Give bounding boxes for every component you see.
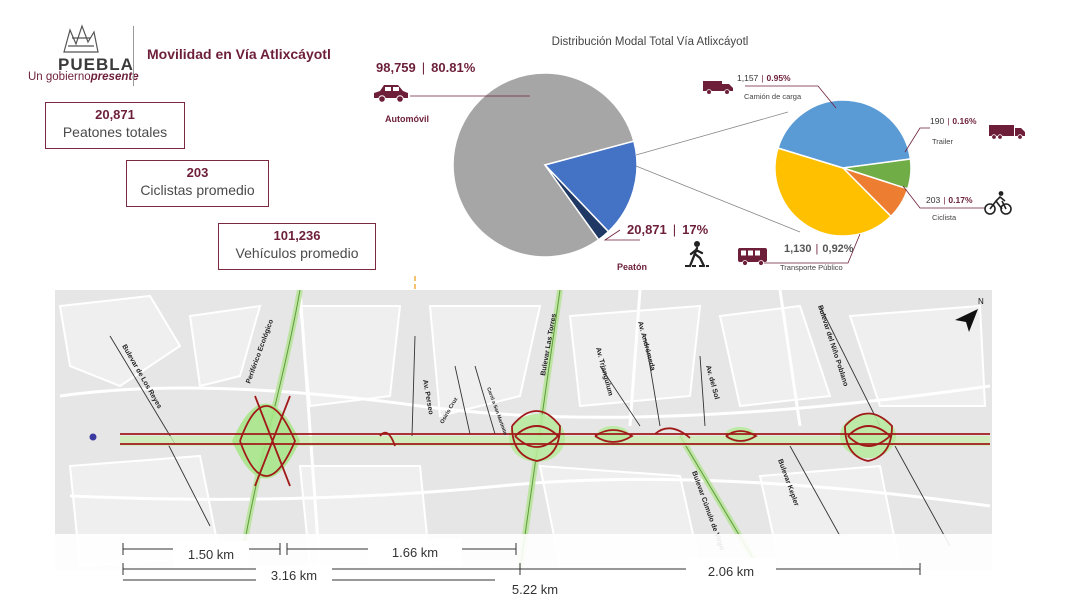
main-pie-slice-otros xyxy=(544,164,610,241)
automovil-label: Automóvil xyxy=(385,114,429,124)
leader-transporte xyxy=(760,233,861,264)
stat-cyclists-box: 203 Ciclistas promedio xyxy=(126,160,269,207)
route-start-marker xyxy=(89,433,97,441)
trailer-label: Trailer xyxy=(932,137,953,146)
page-title: Movilidad en Vía Atlixcáyotl xyxy=(147,46,331,62)
distance-label-1: 1.50 km xyxy=(173,541,249,568)
stat-pedestrians-value: 20,871 xyxy=(95,107,135,122)
camion-values: 1,157 | 0.95% xyxy=(737,73,791,83)
stat-cyclists-value: 203 xyxy=(186,165,209,180)
logo-tagline: Un gobiernopresente xyxy=(28,71,139,83)
stat-pedestrians-box: 20,871 Peatones totales xyxy=(45,102,185,149)
camion-label: Camión de carga xyxy=(744,92,802,101)
north-arrow-icon xyxy=(955,309,978,332)
distance-label-3: 3.16 km xyxy=(256,565,332,587)
stat-vehicles-box: 101,236 Vehículos promedio xyxy=(218,223,376,270)
main-pie-slice-peaton xyxy=(543,140,638,233)
stat-cyclists-label: Ciclistas promedio xyxy=(140,182,255,198)
leader-ciclista xyxy=(902,185,985,209)
detail-pie-slice-camion-de-carga xyxy=(777,99,912,169)
header-divider xyxy=(133,26,134,86)
bus-icon xyxy=(738,248,767,266)
peaton-label: Peatón xyxy=(617,262,648,272)
car-icon xyxy=(374,85,408,103)
leader-camion xyxy=(745,85,837,109)
bicycle-icon xyxy=(984,191,1012,215)
ciclista-values: 203 | 0.17% xyxy=(926,195,973,205)
transporte-values: 1,130 | 0,92% xyxy=(784,243,854,255)
distance-label-5: 2.06 km xyxy=(686,558,776,585)
truck-icon xyxy=(703,81,733,95)
stat-vehicles-value: 101,236 xyxy=(273,228,321,243)
leader-peaton xyxy=(603,229,640,241)
peaton-values: 20,871 | 17% xyxy=(627,222,709,237)
detail-pie-slice-transporte-publico xyxy=(774,147,892,237)
stat-pedestrians-label: Peatones totales xyxy=(62,124,168,140)
distance-label-4: 5.22 km xyxy=(495,579,575,601)
chart-title: Distribución Modal Total Vía Atlixcáyotl xyxy=(551,36,749,48)
pedestrian-icon xyxy=(685,241,709,268)
trailer-icon xyxy=(989,125,1025,140)
ciclista-label: Ciclista xyxy=(932,213,957,222)
automovil-values: 98,759 | 80.81% xyxy=(376,60,476,75)
stat-vehicles-label: Vehículos promedio xyxy=(235,245,359,261)
pie-connector-bottom xyxy=(635,165,801,233)
modal-pie-chart xyxy=(410,72,985,264)
north-label: N xyxy=(978,297,984,306)
distance-label-2: 1.66 km xyxy=(368,539,462,566)
transporte-label: Transporte Público xyxy=(780,263,843,272)
logo-emblem-icon xyxy=(63,24,99,53)
pie-connector-top xyxy=(635,111,789,156)
leader-trailer xyxy=(904,127,930,153)
route-map: Bulevar de Los Reyes Periférico Ecológic… xyxy=(55,276,992,581)
main-pie-slice-automovil xyxy=(452,72,635,258)
logo-wordmark: PUEBLA xyxy=(58,55,134,74)
trailer-values: 190 | 0.16% xyxy=(930,116,977,126)
